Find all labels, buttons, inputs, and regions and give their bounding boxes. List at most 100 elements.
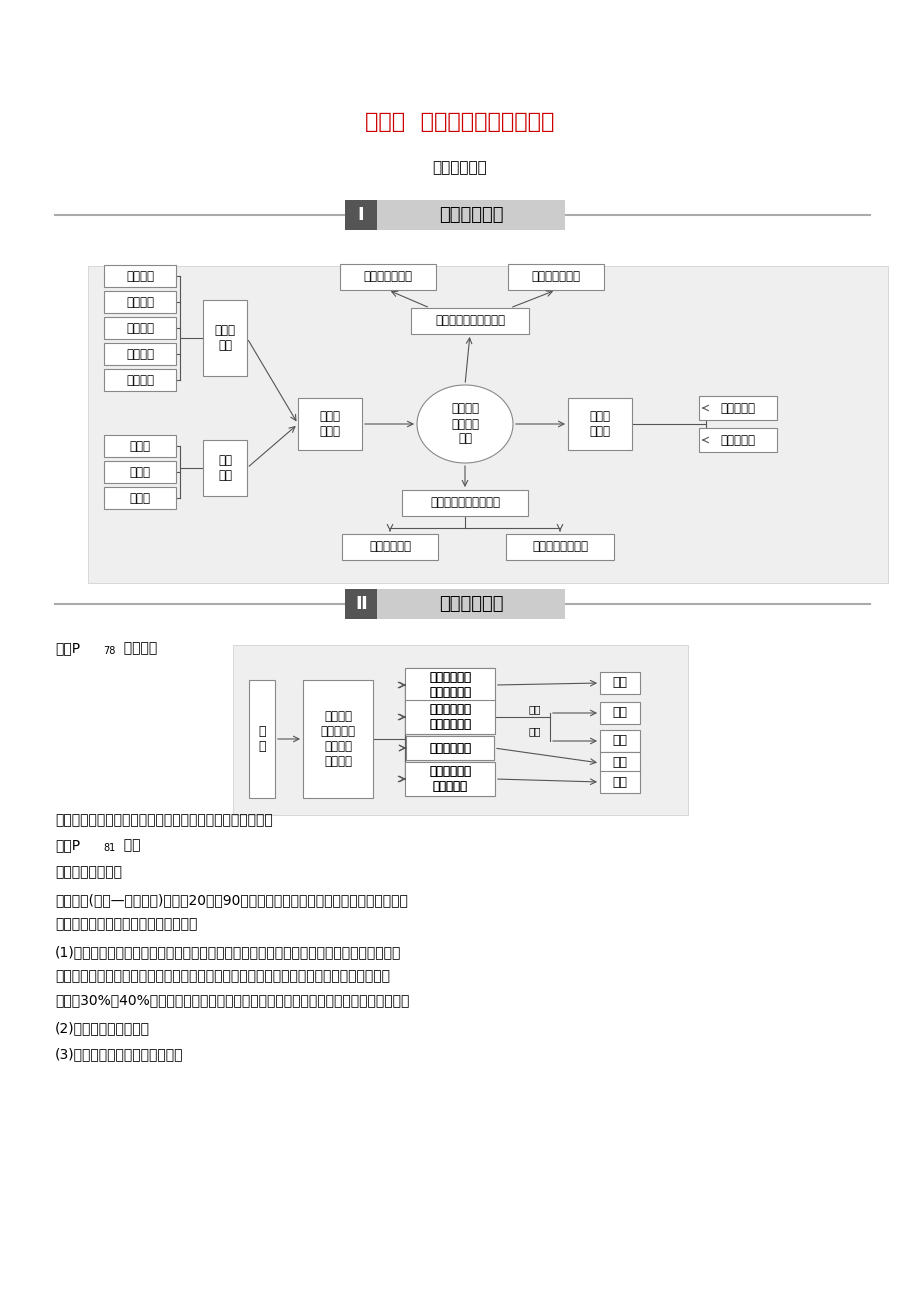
Text: 铁路运输: 铁路运输 <box>126 270 153 283</box>
Text: 读表思考: 读表思考 <box>115 641 157 655</box>
Text: 货
运: 货 运 <box>258 725 266 753</box>
Text: 液体、气体、
粉末状固体: 液体、气体、 粉末状固体 <box>428 766 471 793</box>
Text: 条铁路，但是仍然不能满足经济发展的需要。特别是往华南方向运输货物，其运量只能满足: 条铁路，但是仍然不能满足经济发展的需要。特别是往华南方向运输货物，其运量只能满足 <box>55 969 390 983</box>
FancyBboxPatch shape <box>377 201 564 230</box>
FancyBboxPatch shape <box>377 589 564 618</box>
FancyBboxPatch shape <box>507 264 604 290</box>
Text: 京九铁路(北京—香港九龙)是我国20世纪90年代修筑的一条现代化铁路。下面对影响京九: 京九铁路(北京—香港九龙)是我国20世纪90年代修筑的一条现代化铁路。下面对影响… <box>55 893 407 907</box>
Text: 对密度的影响: 对密度的影响 <box>369 540 411 553</box>
Text: 78: 78 <box>103 646 115 656</box>
Text: 本章归纳整合: 本章归纳整合 <box>432 160 487 176</box>
Text: 货物的性
质、数量、
运距、价
格、时效: 货物的性 质、数量、 运距、价 格、时效 <box>320 710 355 768</box>
FancyBboxPatch shape <box>298 398 361 450</box>
Text: 铁路的主要区位因素进行简要的分析。: 铁路的主要区位因素进行简要的分析。 <box>55 917 198 931</box>
Text: (3)维持香港的长期稳定与繁荣。: (3)维持香港的长期稳定与繁荣。 <box>55 1047 183 1061</box>
Text: Ⅰ: Ⅰ <box>357 206 364 224</box>
Text: 教材问题点拨: 教材问题点拨 <box>438 595 503 613</box>
Text: 公路运输: 公路运输 <box>126 296 153 309</box>
Text: 对商业网点分布的影响: 对商业网点分布的影响 <box>429 496 499 509</box>
FancyBboxPatch shape <box>249 680 275 798</box>
Text: 大型化: 大型化 <box>130 466 151 479</box>
Text: 贵重或急需货
物、数量不大: 贵重或急需货 物、数量不大 <box>428 671 471 699</box>
Text: 航空运输: 航空运输 <box>126 348 153 361</box>
Text: 贵重或急需货
物、数量不大: 贵重或急需货 物、数量不大 <box>428 671 471 699</box>
Text: 发展
趋势: 发展 趋势 <box>218 454 232 482</box>
FancyBboxPatch shape <box>345 201 377 230</box>
Text: (1)合理布局交通网。我国的铁路运输一直非常紧张，特别是南北向铁路尽管有京广、京沪两: (1)合理布局交通网。我国的铁路运输一直非常紧张，特别是南北向铁路尽管有京广、京… <box>55 945 401 960</box>
FancyBboxPatch shape <box>698 396 777 421</box>
FancyBboxPatch shape <box>104 266 176 286</box>
FancyBboxPatch shape <box>404 700 494 734</box>
Text: 教材P: 教材P <box>55 641 80 655</box>
Text: 易死亡、变质
的货物、鲜货: 易死亡、变质 的货物、鲜货 <box>428 703 471 730</box>
Text: 沿交通干线扩展: 沿交通干线扩展 <box>363 271 412 284</box>
Text: 例如，将天然气从乌鲁木齐市运至上海市需采用管道运输。: 例如，将天然气从乌鲁木齐市运至上海市需采用管道运输。 <box>55 812 272 827</box>
FancyBboxPatch shape <box>402 490 528 516</box>
FancyBboxPatch shape <box>405 762 494 796</box>
Text: 大宗笨重货物: 大宗笨重货物 <box>428 742 471 754</box>
Text: 交通网层次: 交通网层次 <box>720 434 754 447</box>
Text: 远程: 远程 <box>528 727 540 736</box>
Text: 液体、气体、
粉末状固体: 液体、气体、 粉末状固体 <box>428 766 471 793</box>
FancyBboxPatch shape <box>567 398 631 450</box>
FancyBboxPatch shape <box>302 680 372 798</box>
FancyBboxPatch shape <box>342 534 437 560</box>
Text: 基本不变或萎缩: 基本不变或萎缩 <box>531 271 580 284</box>
Text: 大宗笨重货物: 大宗笨重货物 <box>428 742 471 754</box>
FancyBboxPatch shape <box>505 534 613 560</box>
FancyBboxPatch shape <box>599 771 640 793</box>
FancyBboxPatch shape <box>104 316 176 339</box>
FancyBboxPatch shape <box>104 368 176 391</box>
FancyBboxPatch shape <box>104 461 176 483</box>
Text: 五种主
要方式: 五种主 要方式 <box>319 410 340 437</box>
FancyBboxPatch shape <box>698 428 777 452</box>
Text: 知识网络构建: 知识网络构建 <box>438 206 503 224</box>
Ellipse shape <box>416 385 513 464</box>
FancyBboxPatch shape <box>104 292 176 312</box>
Text: 专业化: 专业化 <box>130 491 151 504</box>
FancyBboxPatch shape <box>599 702 640 724</box>
FancyBboxPatch shape <box>405 736 494 760</box>
Text: Ⅱ: Ⅱ <box>355 595 367 613</box>
Text: 航空: 航空 <box>612 677 627 690</box>
FancyBboxPatch shape <box>233 644 687 815</box>
Text: 管道: 管道 <box>612 776 627 789</box>
Text: 优点、
缺点: 优点、 缺点 <box>214 324 235 352</box>
FancyBboxPatch shape <box>405 668 494 702</box>
FancyBboxPatch shape <box>203 299 246 376</box>
Text: 对聚落空间形态的影响: 对聚落空间形态的影响 <box>435 315 505 328</box>
Text: 81: 81 <box>103 842 115 853</box>
FancyBboxPatch shape <box>203 440 246 496</box>
FancyBboxPatch shape <box>405 736 494 760</box>
FancyBboxPatch shape <box>599 753 640 773</box>
FancyBboxPatch shape <box>345 589 377 618</box>
FancyBboxPatch shape <box>411 309 528 335</box>
Text: 活动: 活动 <box>115 838 141 852</box>
Text: 易死亡、变质
的货物、鲜货: 易死亡、变质 的货物、鲜货 <box>428 703 471 730</box>
Text: 管道运输: 管道运输 <box>126 374 153 387</box>
FancyBboxPatch shape <box>88 266 887 583</box>
Text: 高速化: 高速化 <box>130 440 151 453</box>
Text: 对分布位置的影响: 对分布位置的影响 <box>531 540 587 553</box>
FancyBboxPatch shape <box>104 435 176 457</box>
Text: 交通运
输布局: 交通运 输布局 <box>589 410 610 437</box>
FancyBboxPatch shape <box>404 668 494 702</box>
FancyBboxPatch shape <box>405 700 494 734</box>
Text: (2)促进沿线经济发展。: (2)促进沿线经济发展。 <box>55 1021 150 1035</box>
Text: 短程: 短程 <box>528 704 540 713</box>
Text: 交通运输
布局及其
影响: 交通运输 布局及其 影响 <box>450 402 479 445</box>
Text: 公路: 公路 <box>612 707 627 720</box>
Text: 铁路: 铁路 <box>612 734 627 747</box>
Text: 交通运输网: 交通运输网 <box>720 401 754 414</box>
FancyBboxPatch shape <box>104 342 176 365</box>
FancyBboxPatch shape <box>404 762 494 796</box>
Text: 水运: 水运 <box>612 756 627 769</box>
FancyBboxPatch shape <box>340 264 436 290</box>
Text: 计划的30%～40%。修建京九铁路，可以缓解南北铁路运输的紧张状况，活跃整个路网。: 计划的30%～40%。修建京九铁路，可以缓解南北铁路运输的紧张状况，活跃整个路网… <box>55 993 409 1006</box>
FancyBboxPatch shape <box>104 487 176 509</box>
Text: 第五章  交通运输布局及其影响: 第五章 交通运输布局及其影响 <box>365 112 554 132</box>
Text: 教材P: 教材P <box>55 838 80 852</box>
Text: 水路运输: 水路运输 <box>126 322 153 335</box>
FancyBboxPatch shape <box>599 730 640 753</box>
FancyBboxPatch shape <box>599 672 640 694</box>
